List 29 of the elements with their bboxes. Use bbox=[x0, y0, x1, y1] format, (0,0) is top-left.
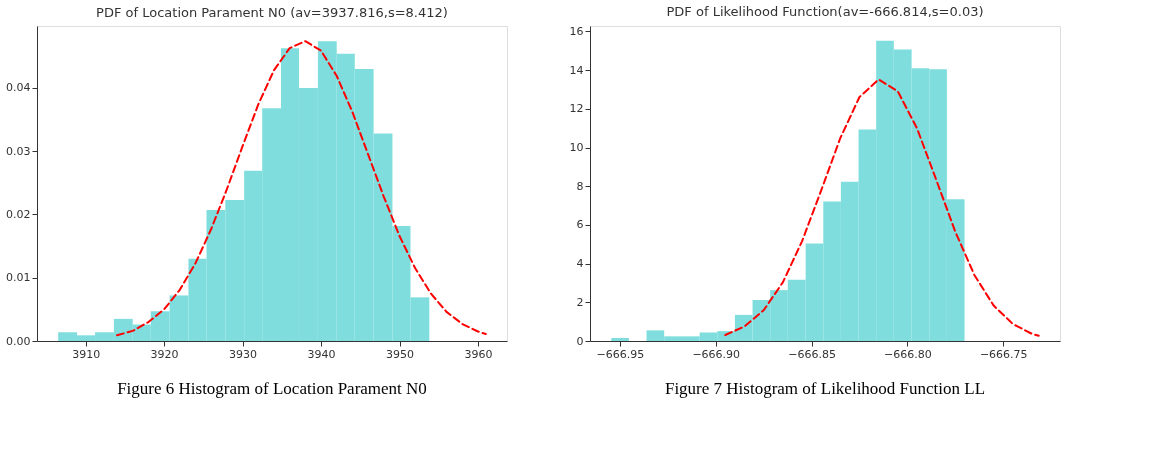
x-tick-label: −666.90 bbox=[692, 347, 741, 361]
y-tick-label: 4 bbox=[576, 257, 584, 271]
x-tick-label: 3910 bbox=[72, 347, 101, 361]
y-tick-label: 0 bbox=[576, 334, 584, 348]
y-tick-label: 6 bbox=[576, 218, 584, 232]
x-tick-label: −666.95 bbox=[596, 347, 645, 361]
y-tick-label: 0.04 bbox=[6, 81, 31, 95]
caption: Figure 6 Histogram of Location Parament N0 bbox=[117, 379, 427, 398]
y-tick-label: 0.03 bbox=[6, 144, 31, 158]
x-tick-label: 3920 bbox=[150, 347, 179, 361]
x-tick-label: 3950 bbox=[386, 347, 414, 361]
x-tick-label: 3940 bbox=[307, 347, 336, 361]
y-tick-label: 16 bbox=[569, 24, 584, 38]
y-tick-label: 0.01 bbox=[6, 271, 31, 285]
y-tick-label: 10 bbox=[569, 141, 584, 155]
x-tick-label: −666.75 bbox=[979, 347, 1028, 361]
x-tick-label: 3960 bbox=[464, 347, 493, 361]
x-tick-label: −666.80 bbox=[884, 347, 932, 361]
y-tick-label: 14 bbox=[569, 63, 584, 77]
chart-title: PDF of Likelihood Function(av=-666.814,s=0.03) bbox=[666, 4, 984, 20]
caption: Figure 7 Histogram of Likelihood Function LL bbox=[664, 379, 986, 398]
y-tick-label: 8 bbox=[576, 179, 584, 193]
y-tick-label: 12 bbox=[569, 102, 584, 116]
x-tick-label: −666.85 bbox=[788, 347, 836, 361]
x-tick-label: 3930 bbox=[229, 347, 258, 361]
y-tick-label: 0.00 bbox=[6, 334, 31, 348]
y-tick-label: 2 bbox=[576, 295, 584, 309]
chart-title: PDF of Location Parament N0 (av=3937.816,s=8.412) bbox=[96, 5, 448, 20]
y-tick-label: 0.02 bbox=[6, 207, 31, 221]
